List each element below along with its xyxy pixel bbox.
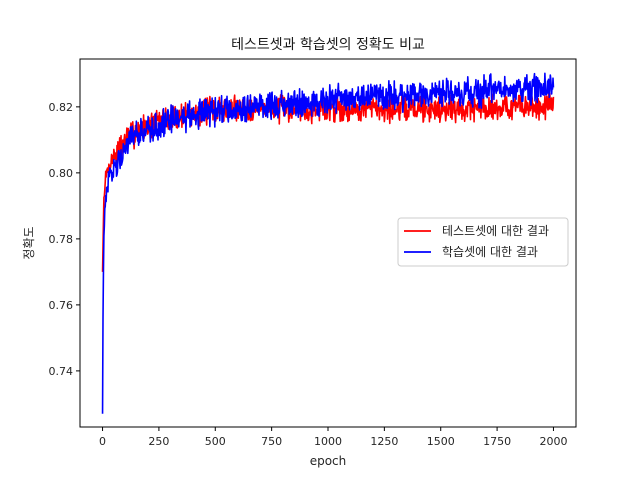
series-line-1 xyxy=(101,72,555,414)
y-tick-label: 0.78 xyxy=(49,233,74,246)
legend-label: 테스트셋에 대한 결과 xyxy=(442,224,549,238)
plot-area xyxy=(101,72,555,414)
x-tick-label: 1500 xyxy=(427,435,455,448)
x-tick-label: 1000 xyxy=(314,435,342,448)
chart-title: 테스트셋과 학습셋의 정확도 비교 xyxy=(231,37,425,53)
x-tick-label: 0 xyxy=(99,435,106,448)
legend-label: 학습셋에 대한 결과 xyxy=(442,245,538,259)
y-tick-label: 0.82 xyxy=(49,101,74,114)
x-tick-label: 1250 xyxy=(370,435,398,448)
x-axis-ticks: 0 250 500 750 1000 1250 1500 1750 2000 xyxy=(99,427,567,448)
y-axis-label: 정확도 xyxy=(22,226,36,259)
y-axis-ticks: 0.74 0.76 0.78 0.80 0.82 xyxy=(49,101,80,378)
x-tick-label: 500 xyxy=(205,435,226,448)
y-tick-label: 0.76 xyxy=(49,299,74,312)
x-tick-label: 1750 xyxy=(483,435,511,448)
legend-box xyxy=(397,217,569,267)
x-tick-label: 750 xyxy=(261,435,282,448)
x-axis-label: epoch xyxy=(310,454,347,468)
y-tick-label: 0.80 xyxy=(49,167,74,180)
x-tick-label: 2000 xyxy=(539,435,567,448)
y-tick-label: 0.74 xyxy=(49,365,74,378)
x-tick-label: 250 xyxy=(148,435,169,448)
